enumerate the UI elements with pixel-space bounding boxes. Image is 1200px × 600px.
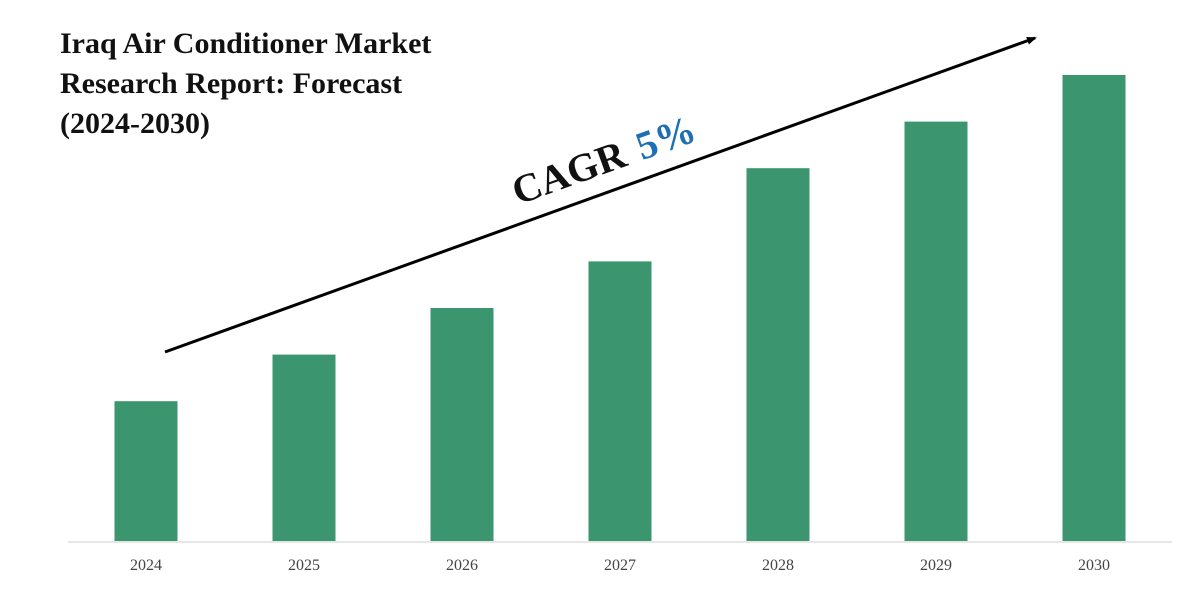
bar-2025	[272, 354, 336, 541]
x-tick-label-2029: 2029	[920, 557, 952, 574]
chart-title-line-2: Research Report: Forecast	[60, 67, 403, 100]
bar-2027	[588, 261, 652, 541]
x-tick-label-2027: 2027	[604, 557, 636, 574]
chart-title-line-3: (2024-2030)	[60, 107, 210, 140]
cagr-value: 5%	[630, 106, 702, 169]
x-tick-label-2026: 2026	[446, 557, 478, 574]
x-tick-label-2025: 2025	[288, 557, 320, 574]
chart-title: Iraq Air Conditioner Market Research Rep…	[60, 24, 520, 144]
bar-2028	[746, 168, 810, 541]
x-tick-label-2024: 2024	[130, 557, 162, 574]
bar-2024	[114, 401, 178, 541]
chart-title-line-1: Iraq Air Conditioner Market	[60, 27, 432, 60]
bar-2029	[904, 121, 968, 541]
x-tick-label-2028: 2028	[762, 557, 794, 574]
cagr-annotation: CAGR 5%	[506, 106, 702, 213]
x-tick-label-2030: 2030	[1078, 557, 1110, 574]
cagr-label: CAGR	[506, 131, 633, 214]
trend-arrow	[164, 36, 1037, 354]
bar-2030	[1062, 75, 1126, 541]
x-tick-labels: 2024 2025 2026 2027 2028 2029 2030	[130, 557, 1110, 574]
bar-2026	[430, 308, 494, 541]
bars-layer	[114, 75, 1126, 541]
